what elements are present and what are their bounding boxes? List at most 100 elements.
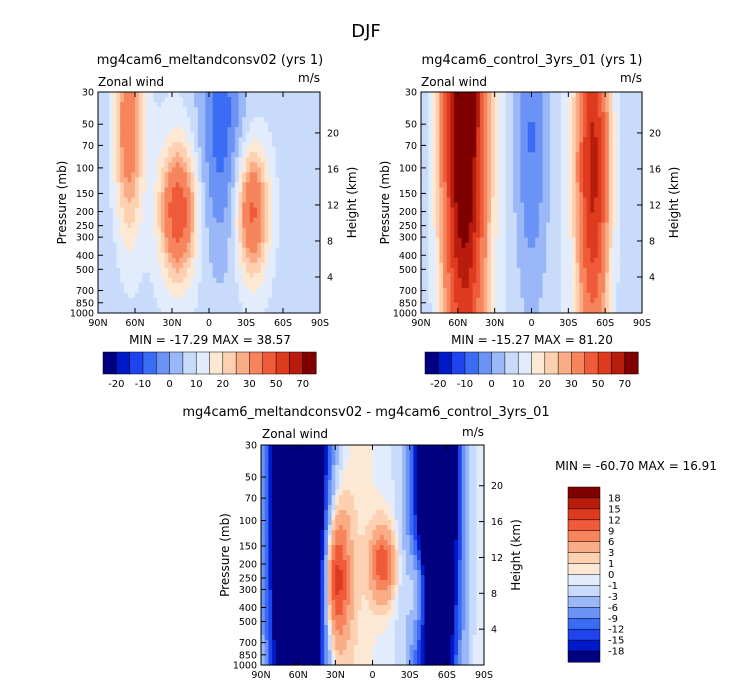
contour-cell bbox=[153, 157, 158, 163]
contour-cell bbox=[572, 157, 577, 163]
contour-cell bbox=[160, 197, 166, 204]
contour-cell bbox=[101, 167, 106, 173]
contour-cell bbox=[468, 302, 474, 309]
contour-cell bbox=[432, 282, 437, 289]
contour-cell bbox=[487, 152, 492, 158]
contour-cell bbox=[513, 252, 518, 259]
contour-cell bbox=[168, 257, 173, 264]
contour-cell bbox=[227, 162, 232, 168]
contour-cell bbox=[594, 302, 599, 309]
contour-cell bbox=[209, 137, 214, 143]
contour-cell bbox=[209, 282, 214, 289]
contour-cell bbox=[135, 222, 140, 229]
contour-cell bbox=[524, 162, 529, 168]
contour-cell bbox=[479, 252, 485, 259]
contour-cell bbox=[186, 192, 192, 199]
contour-cell bbox=[586, 167, 592, 173]
contour-cell bbox=[112, 107, 118, 113]
contour-cell bbox=[205, 297, 210, 304]
contour-cell bbox=[468, 157, 474, 163]
contour-cell bbox=[450, 202, 455, 209]
contour-cell bbox=[446, 222, 452, 229]
contour-cell bbox=[487, 262, 492, 269]
contour-cell bbox=[461, 122, 466, 128]
contour-cell bbox=[242, 227, 247, 234]
contour-cell bbox=[149, 242, 155, 249]
contour-cell bbox=[186, 247, 192, 254]
contour-cell bbox=[109, 157, 114, 163]
contour-cell bbox=[190, 222, 195, 229]
contour-cell bbox=[490, 217, 496, 224]
contour-cell bbox=[546, 207, 551, 214]
contour-cell bbox=[553, 107, 558, 113]
contour-cell bbox=[131, 287, 136, 294]
contour-cell bbox=[586, 142, 592, 148]
contour-cell bbox=[146, 217, 151, 224]
contour-cell bbox=[575, 207, 580, 214]
contour-cell bbox=[220, 217, 225, 224]
contour-cell bbox=[443, 172, 448, 178]
contour-cell bbox=[505, 112, 510, 118]
contour-cell bbox=[238, 177, 243, 184]
contour-cell bbox=[109, 302, 114, 309]
contour-cell bbox=[157, 137, 162, 143]
contour-cell bbox=[572, 222, 577, 229]
contour-cell bbox=[216, 92, 221, 98]
contour-cell bbox=[490, 97, 496, 103]
contour-cell bbox=[542, 287, 547, 294]
contour-cell bbox=[179, 272, 184, 279]
contour-cell bbox=[116, 227, 121, 234]
contour-cell bbox=[538, 237, 544, 244]
contour-cell bbox=[586, 237, 592, 244]
contour-cell bbox=[575, 277, 580, 284]
contour-cell bbox=[297, 147, 303, 153]
contour-cell bbox=[513, 297, 518, 304]
contour-cell bbox=[312, 292, 317, 299]
contour-cell bbox=[283, 257, 288, 264]
contour-cell bbox=[498, 212, 503, 219]
contour-cell bbox=[454, 147, 459, 153]
contour-cell bbox=[98, 227, 103, 234]
contour-cell bbox=[216, 292, 221, 299]
contour-cell bbox=[505, 167, 510, 173]
contour-cell bbox=[264, 307, 269, 314]
contour-cell bbox=[483, 162, 488, 168]
contour-cell bbox=[157, 222, 162, 229]
contour-cell bbox=[175, 127, 180, 133]
contour-cell bbox=[260, 252, 266, 259]
contour-cell bbox=[605, 302, 610, 309]
contour-cell bbox=[583, 227, 588, 234]
contour-cell bbox=[101, 297, 106, 304]
contour-cell bbox=[268, 187, 273, 194]
contour-cell bbox=[112, 262, 118, 269]
contour-cell bbox=[527, 107, 533, 113]
contour-cell bbox=[502, 157, 507, 163]
contour-cell bbox=[312, 282, 317, 289]
contour-cell bbox=[305, 267, 310, 274]
contour-cell bbox=[175, 187, 180, 194]
contour-cell bbox=[153, 212, 158, 219]
contour-cell bbox=[238, 202, 243, 209]
contour-cell bbox=[172, 302, 177, 309]
contour-cell bbox=[428, 132, 433, 138]
contour-cell bbox=[223, 92, 229, 98]
contour-cell bbox=[123, 157, 129, 163]
contour-cell bbox=[160, 267, 166, 274]
contour-cell bbox=[123, 202, 129, 209]
contour-cell bbox=[597, 227, 603, 234]
contour-cell bbox=[564, 117, 569, 123]
contour-cell bbox=[98, 242, 103, 249]
contour-cell bbox=[175, 182, 180, 189]
contour-cell bbox=[264, 107, 269, 113]
contour-cell bbox=[487, 162, 492, 168]
contour-cell bbox=[498, 147, 503, 153]
contour-cell bbox=[186, 297, 192, 304]
contour-cell bbox=[160, 192, 166, 199]
contour-cell bbox=[305, 117, 310, 123]
contour-cell bbox=[186, 292, 192, 299]
contour-cell bbox=[297, 112, 303, 118]
contour-cell bbox=[538, 152, 544, 158]
contour-cell bbox=[605, 177, 610, 184]
contour-cell bbox=[564, 292, 569, 299]
contour-cell bbox=[149, 112, 155, 118]
